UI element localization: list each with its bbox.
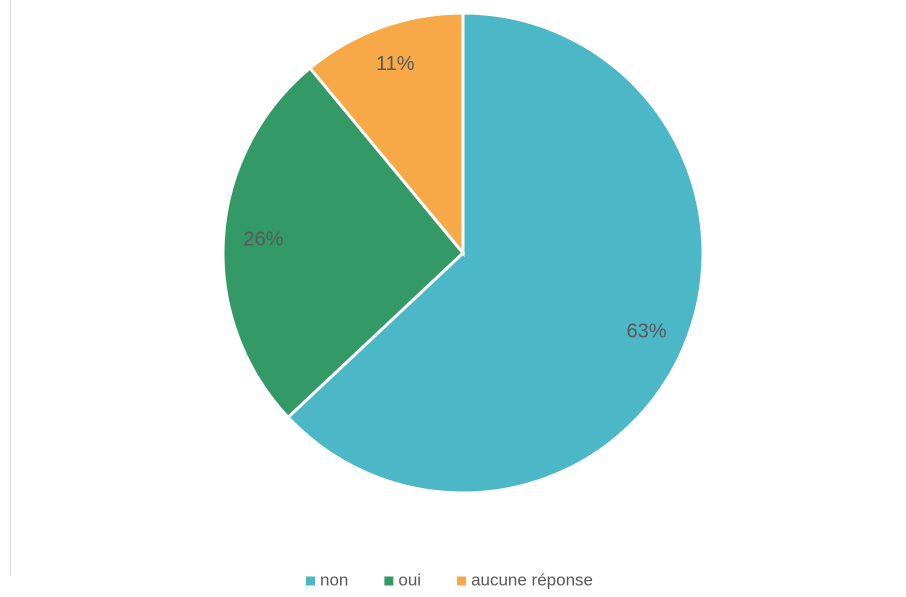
legend-swatch	[306, 576, 315, 586]
legend-swatch	[457, 576, 467, 586]
legend-label: non	[320, 570, 348, 589]
data-label: 26%	[243, 229, 283, 251]
legend-label: oui	[398, 570, 421, 589]
legend-label: aucune réponse	[471, 570, 593, 589]
pie-slice	[307, 11, 465, 258]
data-label: 63%	[627, 321, 667, 343]
legend-swatch	[384, 576, 394, 586]
pie-slice	[285, 11, 705, 495]
pie-slice	[221, 65, 466, 420]
data-label: 11%	[376, 53, 415, 75]
